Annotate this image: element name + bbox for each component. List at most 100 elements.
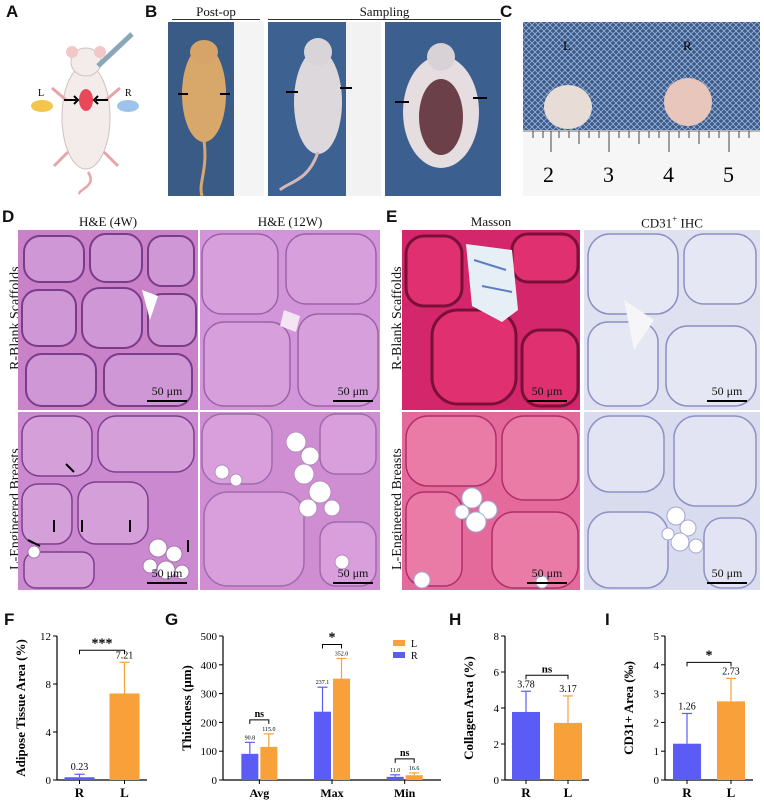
chart-f-xtick-label-R: R (75, 785, 85, 800)
chart-i-value-label-R: 1.26 (678, 701, 696, 712)
chart-h-collagen-area: 0 2 4 6 8 Collagen Area (%) 3.78 R 3.17 Lns (461, 631, 589, 800)
chart-i-ytick-label-5: 5 (654, 631, 660, 643)
panel-letter-c: C (500, 2, 513, 21)
ruler-ticks (532, 131, 750, 152)
chart-g-ytick-label-0: 0 (212, 775, 218, 787)
ruler-number-4: 4 (663, 162, 674, 187)
panel-letter-d: D (2, 207, 15, 226)
chart-h-ytick-label-2: 4 (494, 703, 500, 715)
chart-h-ytick-label-1: 2 (494, 739, 500, 751)
chart-g-bar-R-Avg (241, 753, 259, 780)
chart-g-significance-label-Min: ns (400, 748, 410, 759)
chart-h-bar-L (554, 722, 582, 780)
chart-h-ytick-label-0: 0 (494, 775, 500, 787)
chart-g-ytick-label-2: 200 (201, 717, 218, 729)
panel-letter-f: F (4, 610, 15, 629)
chart-h-ytick-label-4: 8 (494, 631, 500, 643)
chart-f-ytick-label-0: 0 (46, 775, 52, 787)
chart-i-significance-label: * (706, 648, 713, 663)
chart-h-significance-label: ns (542, 663, 553, 675)
chart-i-ylabel: CD31+ Area (‰) (621, 661, 636, 755)
chart-i-ytick-label-1: 1 (654, 746, 660, 758)
he-4w-engineered-image (18, 412, 198, 590)
mouse-implant-schematic: L R (31, 32, 139, 195)
masson-engineered-image (402, 412, 580, 590)
chart-i-significance-bracket (686, 661, 732, 667)
chart-g-ylabel: Thickness (μm) (179, 665, 194, 751)
chart-g-bar-L-Max (333, 678, 350, 780)
schematic-label-left: L (38, 88, 44, 99)
e-scale-bar-3: 50 μm (520, 566, 574, 584)
panel-letter-g: G (165, 610, 179, 629)
chart-i-cd31-area: 0 1 2 3 4 5 CD31+ Area (‰) 1.26 R 2.73 L * (621, 631, 753, 800)
chart-f-value-label-R: 0.23 (71, 762, 89, 773)
chart-g-ytick-label-1: 100 (201, 746, 218, 758)
excised-tissue-photo: L R 2 3 4 5 (523, 22, 760, 196)
chart-i-ytick-label-2: 2 (654, 717, 660, 729)
chart-f-bar-L (109, 693, 140, 780)
tissue-label-right: R (683, 38, 692, 53)
ruler-number-3: 3 (603, 162, 614, 187)
chart-f-ylabel: Adipose Tissue Area (%) (13, 639, 28, 777)
chart-f-ytick-label-1: 4 (46, 727, 52, 739)
e-scale-bar-2: 50 μm (700, 384, 754, 402)
sampling-photo-intact (268, 22, 381, 196)
chart-g-thickness: 0 100 200 300 400 500 Thickness (μm) 90.8 115.0 A… (179, 630, 441, 800)
chart-g-ytick-label-5: 500 (201, 631, 218, 643)
chart-g-value-label-R-Min: 11.0 (390, 768, 400, 774)
chart-g-xtick-label-Max: Max (320, 786, 343, 800)
he-4w-blank-image (18, 230, 198, 410)
chart-f-xtick-label-L: L (120, 785, 129, 800)
chart-f-significance-label: *** (92, 636, 113, 651)
cd31-blank-image (584, 230, 760, 410)
e-col-header-masson: Masson (470, 214, 512, 229)
d-scale-bar-4: 50 μm (326, 566, 380, 584)
tissue-label-left: L (563, 38, 571, 53)
chart-g-value-label-L-Max: 352.0 (335, 651, 349, 657)
chart-g-bar-R-Max (314, 711, 331, 780)
chart-g-bar-R-Min (386, 776, 404, 780)
sampling-label: Sampling (359, 4, 410, 19)
chart-i-ytick-label-4: 4 (654, 660, 660, 672)
chart-h-value-label-R: 3.78 (517, 679, 535, 690)
he-12w-blank-image (200, 230, 380, 410)
chart-g-ytick-label-3: 300 (201, 689, 218, 701)
d-col-header-12w: H&E (12W) (257, 214, 323, 229)
chart-h-value-label-L: 3.17 (559, 684, 577, 695)
panel-letter-a: A (6, 2, 19, 21)
chart-g-significance-bracket-Avg (249, 719, 270, 724)
panel-letter-h: H (449, 610, 462, 629)
chart-g-legend-label-R: R (411, 651, 418, 662)
chart-g-significance-label-Avg: ns (255, 709, 265, 720)
chart-i-bar-L (717, 701, 745, 780)
chart-g-xtick-label-Min: Min (394, 786, 416, 800)
chart-h-ylabel: Collagen Area (%) (461, 656, 476, 760)
ruler-number-5: 5 (723, 162, 734, 187)
chart-i-ytick-label-0: 0 (654, 775, 660, 787)
chart-i-ytick-label-3: 3 (654, 689, 660, 701)
chart-g-bar-L-Min (405, 775, 423, 780)
chart-h-significance-bracket (525, 674, 569, 680)
chart-i-xtick-label-L: L (727, 785, 736, 800)
chart-g-significance-bracket-Min (394, 758, 415, 763)
chart-g-value-label-R-Avg: 90.8 (245, 735, 256, 741)
panel-letter-b: B (145, 2, 158, 21)
chart-f-ytick-label-2: 8 (46, 679, 52, 691)
d-scale-bar-2: 50 μm (326, 384, 380, 402)
panel-letter-e: E (386, 207, 398, 226)
chart-i-xtick-label-R: R (682, 785, 692, 800)
chart-g-significance-bracket-Max (322, 643, 342, 649)
chart-g-ytick-label-4: 400 (201, 660, 218, 672)
chart-g-bar-L-Avg (260, 746, 278, 780)
chart-i-value-label-L: 2.73 (722, 666, 740, 677)
chart-g-legend-swatch-L (393, 640, 405, 646)
chart-g-legend-swatch-R (393, 652, 405, 658)
chart-g-value-label-L-Min: 16.6 (409, 766, 420, 772)
chart-i-bar-R (673, 743, 701, 780)
chart-h-xtick-label-R: R (521, 785, 531, 800)
chart-g-value-label-R-Max: 237.1 (316, 680, 330, 686)
chart-f-ytick-label-3: 12 (40, 631, 51, 643)
chart-g-xtick-label-Avg: Avg (249, 786, 269, 800)
chart-h-ytick-label-3: 6 (494, 667, 500, 679)
chart-f-value-label-L: 7.21 (116, 650, 134, 661)
